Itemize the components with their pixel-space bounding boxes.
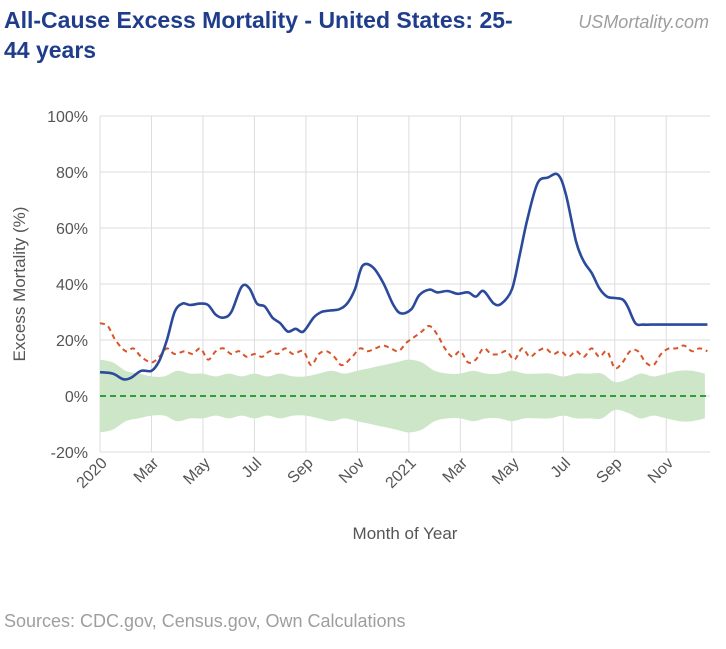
- x-tick-label: May: [180, 455, 213, 488]
- x-axis-ticks: 2020 Mar May Jul Sep Nov 2021 Mar May Jul Sep Nov: [74, 454, 677, 492]
- x-tick-label: 2021: [382, 455, 419, 492]
- brand-watermark: USMortality.com: [578, 12, 709, 32]
- y-tick-label: 40%: [56, 277, 88, 294]
- x-tick-label: May: [489, 455, 522, 488]
- baseline-upper-line: [99, 322, 708, 370]
- x-tick-label: Jul: [239, 455, 265, 481]
- excess-mortality-chart: 100%80%60%40%20%0%-20% 2020 Mar May Jul Sep N…: [10, 109, 710, 543]
- x-tick-label: Jul: [548, 455, 574, 481]
- y-tick-label: 100%: [47, 109, 88, 126]
- x-tick-label: Sep: [285, 455, 317, 487]
- y-tick-label: 80%: [56, 165, 88, 182]
- excess-mortality-line: [99, 172, 708, 381]
- x-tick-label: Mar: [131, 454, 163, 486]
- y-tick-label: 0%: [65, 389, 88, 406]
- y-tick-label: -20%: [51, 445, 88, 462]
- x-tick-label: Nov: [336, 455, 368, 487]
- y-tick-label: 60%: [56, 221, 88, 238]
- y-tick-label: 20%: [56, 333, 88, 350]
- x-tick-label: Sep: [593, 455, 625, 487]
- y-axis-label: Excess Mortality (%): [10, 207, 29, 362]
- sources-footnote: Sources: CDC.gov, Census.gov, Own Calcul…: [4, 611, 406, 631]
- x-tick-label: Nov: [645, 455, 677, 487]
- x-tick-label: Mar: [440, 454, 472, 486]
- y-axis-ticks: 100% 80% 60% 40% 20% 0% -20%: [47, 109, 88, 462]
- chart-title: All-Cause Excess Mortality - United Stat…: [4, 7, 513, 63]
- x-axis-label: Month of Year: [353, 524, 458, 543]
